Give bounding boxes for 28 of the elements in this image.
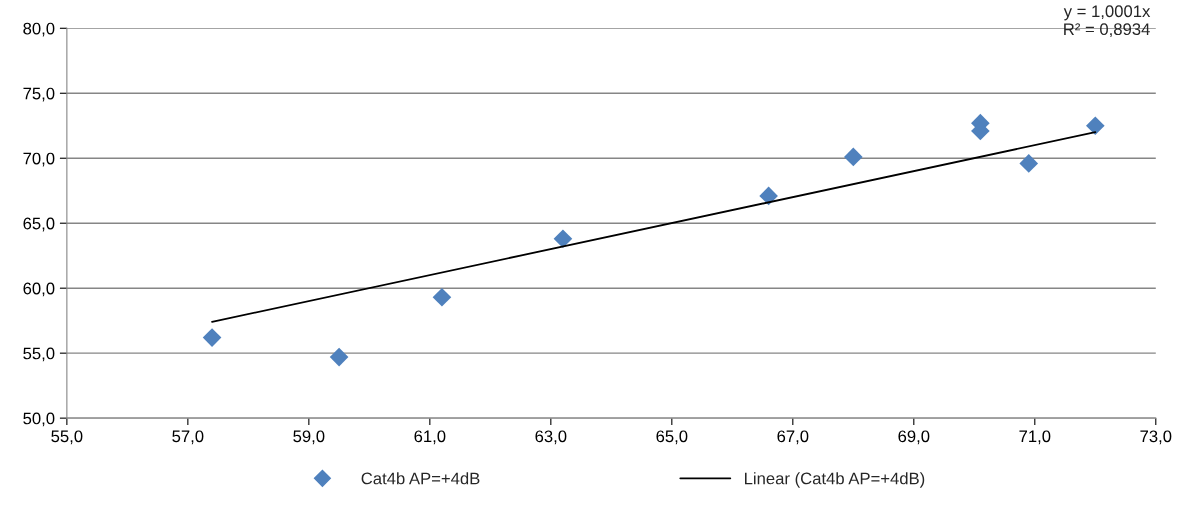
y-tick-label: 50,0 — [23, 412, 55, 427]
y-tick-label: 60,0 — [23, 282, 55, 297]
x-tick-label: 71,0 — [1019, 430, 1051, 445]
y-tick-label: 70,0 — [23, 152, 55, 167]
point — [759, 186, 778, 206]
point — [202, 328, 222, 347]
x-tick-label: 55,0 — [51, 430, 83, 445]
point — [432, 287, 452, 307]
annotation: y = 1,0001x R² = 0,8934 — [1063, 5, 1151, 38]
x-tick-label: 61,0 — [414, 430, 446, 445]
x-tick-label: 59,0 — [293, 430, 325, 445]
point — [1019, 154, 1039, 173]
point — [844, 147, 863, 167]
x-tick-label: 57,0 — [172, 430, 204, 445]
point — [1085, 116, 1105, 136]
legend-label: Cat4b AP=+4dB — [361, 472, 480, 485]
y-tick-label: 65,0 — [23, 217, 55, 232]
point — [553, 229, 573, 249]
y-tick-label: 75,0 — [23, 87, 55, 102]
x-tick-label: 65,0 — [656, 430, 688, 445]
x-tick-label: 67,0 — [777, 430, 809, 445]
y-tick-label: 80,0 — [23, 22, 55, 37]
x-tick-label: 69,0 — [898, 430, 930, 445]
x-tick-label: 63,0 — [535, 430, 567, 445]
y-tick-label: 55,0 — [23, 347, 55, 362]
x-tick-label: 73,0 — [1140, 430, 1172, 445]
point — [329, 347, 349, 367]
legend-label: Linear (Cat4b AP=+4dB) — [745, 472, 925, 488]
